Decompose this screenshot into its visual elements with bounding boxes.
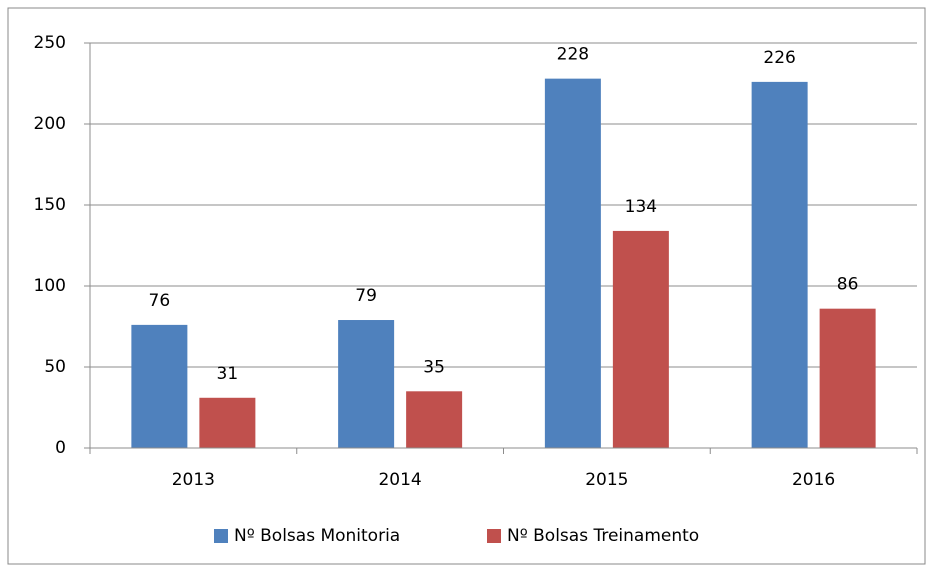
bar — [751, 81, 808, 448]
data-label: 86 — [837, 275, 859, 295]
y-tick-label: 200 — [34, 114, 66, 134]
data-label: 134 — [625, 197, 657, 217]
bar — [612, 230, 669, 448]
data-label: 76 — [149, 291, 171, 311]
bar — [544, 78, 601, 448]
x-tick-label: 2014 — [378, 470, 421, 490]
legend-label: Nº Bolsas Treinamento — [507, 526, 699, 546]
y-tick-label: 100 — [34, 276, 66, 296]
bar — [199, 397, 256, 448]
y-tick-label: 0 — [55, 438, 66, 458]
legend-swatch — [214, 529, 228, 543]
x-tick-label: 2013 — [172, 470, 215, 490]
data-label: 35 — [423, 357, 445, 377]
bar — [131, 324, 188, 448]
x-tick-label: 2016 — [792, 470, 835, 490]
y-tick-label: 150 — [34, 195, 66, 215]
data-label: 79 — [355, 286, 377, 306]
data-label: 228 — [557, 45, 589, 65]
data-label: 226 — [763, 48, 795, 68]
bar — [819, 308, 876, 448]
legend-label: Nº Bolsas Monitoria — [234, 526, 400, 546]
y-tick-label: 250 — [34, 33, 66, 53]
bar — [338, 320, 395, 448]
data-label: 31 — [217, 364, 239, 384]
x-tick-label: 2015 — [585, 470, 628, 490]
bar — [406, 391, 463, 448]
legend-swatch — [487, 529, 501, 543]
y-tick-label: 50 — [44, 357, 66, 377]
